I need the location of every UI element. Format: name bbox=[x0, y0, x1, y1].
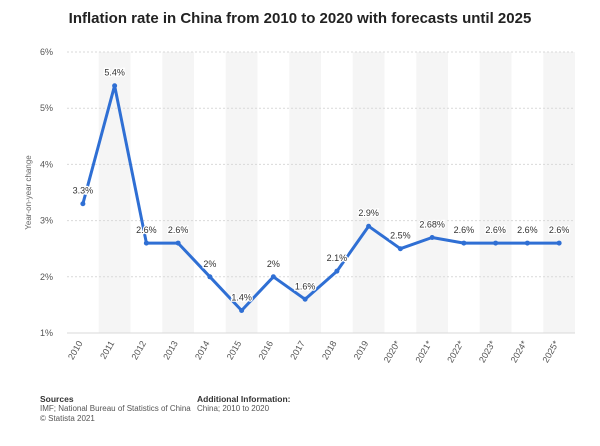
data-points bbox=[80, 83, 562, 314]
data-point bbox=[239, 308, 245, 314]
x-tick-label: 2023* bbox=[477, 339, 498, 365]
x-tick-label: 2020* bbox=[382, 339, 403, 365]
x-tick-label: 2012 bbox=[129, 339, 148, 361]
data-point bbox=[366, 223, 372, 229]
column-band bbox=[479, 52, 512, 333]
data-point bbox=[112, 83, 118, 89]
data-point bbox=[143, 240, 149, 246]
data-label: 2.6% bbox=[549, 225, 570, 235]
y-axis: 1% 2% 3% 4% 5% 6% bbox=[40, 47, 53, 338]
column-band bbox=[98, 52, 131, 333]
x-tick-label: 2014 bbox=[193, 339, 212, 361]
data-label: 2.1% bbox=[327, 253, 348, 263]
sources-block: Sources IMF; National Bureau of Statisti… bbox=[40, 394, 191, 424]
x-tick-label: 2019 bbox=[352, 339, 371, 361]
data-labels: 3.3% 5.4% 2.6% 2.6% 2% 1.4% 2% 1.6% 2.1% 2.9% 2.5%… bbox=[71, 66, 570, 303]
x-tick-label: 2013 bbox=[161, 339, 180, 361]
data-point bbox=[429, 234, 435, 240]
data-point bbox=[556, 240, 562, 246]
column-band bbox=[225, 52, 258, 333]
data-label: 2.6% bbox=[485, 225, 506, 235]
sources-line-2: © Statista 2021 bbox=[40, 414, 95, 423]
x-tick-label: 2017 bbox=[288, 339, 307, 361]
x-tick-label: 2024* bbox=[509, 339, 530, 365]
data-point bbox=[493, 240, 499, 246]
x-tick-label: 2011 bbox=[98, 339, 116, 361]
data-label: 2.6% bbox=[168, 225, 189, 235]
x-tick-label: 2016 bbox=[256, 339, 275, 361]
data-point bbox=[461, 240, 467, 246]
data-label: 2.6% bbox=[454, 225, 475, 235]
x-tick-label: 2015 bbox=[225, 339, 244, 361]
data-label: 2.68% bbox=[419, 219, 445, 229]
data-point bbox=[334, 268, 340, 274]
x-tick-label: 2018 bbox=[320, 339, 339, 361]
data-label: 2% bbox=[203, 259, 216, 269]
sources-line-1: IMF; National Bureau of Statistics of Ch… bbox=[40, 404, 191, 413]
data-point bbox=[397, 246, 403, 252]
data-point bbox=[80, 201, 86, 207]
y-tick-label: 1% bbox=[40, 328, 53, 338]
column-band bbox=[289, 52, 321, 333]
additional-info-block: Additional Information: China; 2010 to 2… bbox=[197, 394, 291, 414]
y-tick-label: 5% bbox=[40, 103, 53, 113]
data-label: 3.3% bbox=[73, 186, 94, 196]
data-point bbox=[207, 274, 213, 280]
y-axis-label: Year-on-year change bbox=[24, 155, 33, 230]
additional-info-line: China; 2010 to 2020 bbox=[197, 404, 270, 413]
column-band bbox=[543, 52, 575, 333]
x-tick-label: 2021* bbox=[413, 339, 434, 365]
y-tick-label: 6% bbox=[40, 47, 53, 57]
y-tick-label: 3% bbox=[40, 216, 53, 226]
series-line bbox=[81, 84, 561, 312]
gridlines bbox=[67, 51, 575, 334]
data-point bbox=[524, 240, 530, 246]
data-label: 1.6% bbox=[295, 281, 316, 291]
column-band bbox=[162, 52, 194, 333]
data-point bbox=[175, 240, 181, 246]
x-tick-label: 2025* bbox=[540, 339, 561, 365]
additional-info-heading: Additional Information: bbox=[197, 394, 291, 404]
chart-title: Inflation rate in China from 2010 to 202… bbox=[68, 10, 532, 27]
y-tick-label: 2% bbox=[40, 272, 53, 282]
y-tick-label: 4% bbox=[40, 159, 53, 169]
column-bands bbox=[98, 52, 575, 333]
column-band bbox=[416, 52, 448, 333]
data-label: 1.4% bbox=[231, 293, 252, 303]
x-tick-label: 2010 bbox=[66, 339, 85, 361]
x-tick-label: 2022* bbox=[445, 339, 466, 365]
column-band bbox=[352, 52, 385, 333]
data-point bbox=[270, 274, 276, 280]
data-point bbox=[302, 296, 308, 302]
data-label: 2.6% bbox=[517, 225, 538, 235]
data-label: 2% bbox=[267, 259, 280, 269]
data-label: 2.5% bbox=[390, 231, 411, 241]
data-label: 2.9% bbox=[358, 208, 379, 218]
sources-heading: Sources bbox=[40, 394, 74, 404]
x-axis: 2010 2011 2012 2013 2014 2015 2016 2017 2018 2019… bbox=[66, 339, 561, 365]
data-label: 5.4% bbox=[104, 68, 125, 78]
data-label: 2.6% bbox=[136, 225, 157, 235]
